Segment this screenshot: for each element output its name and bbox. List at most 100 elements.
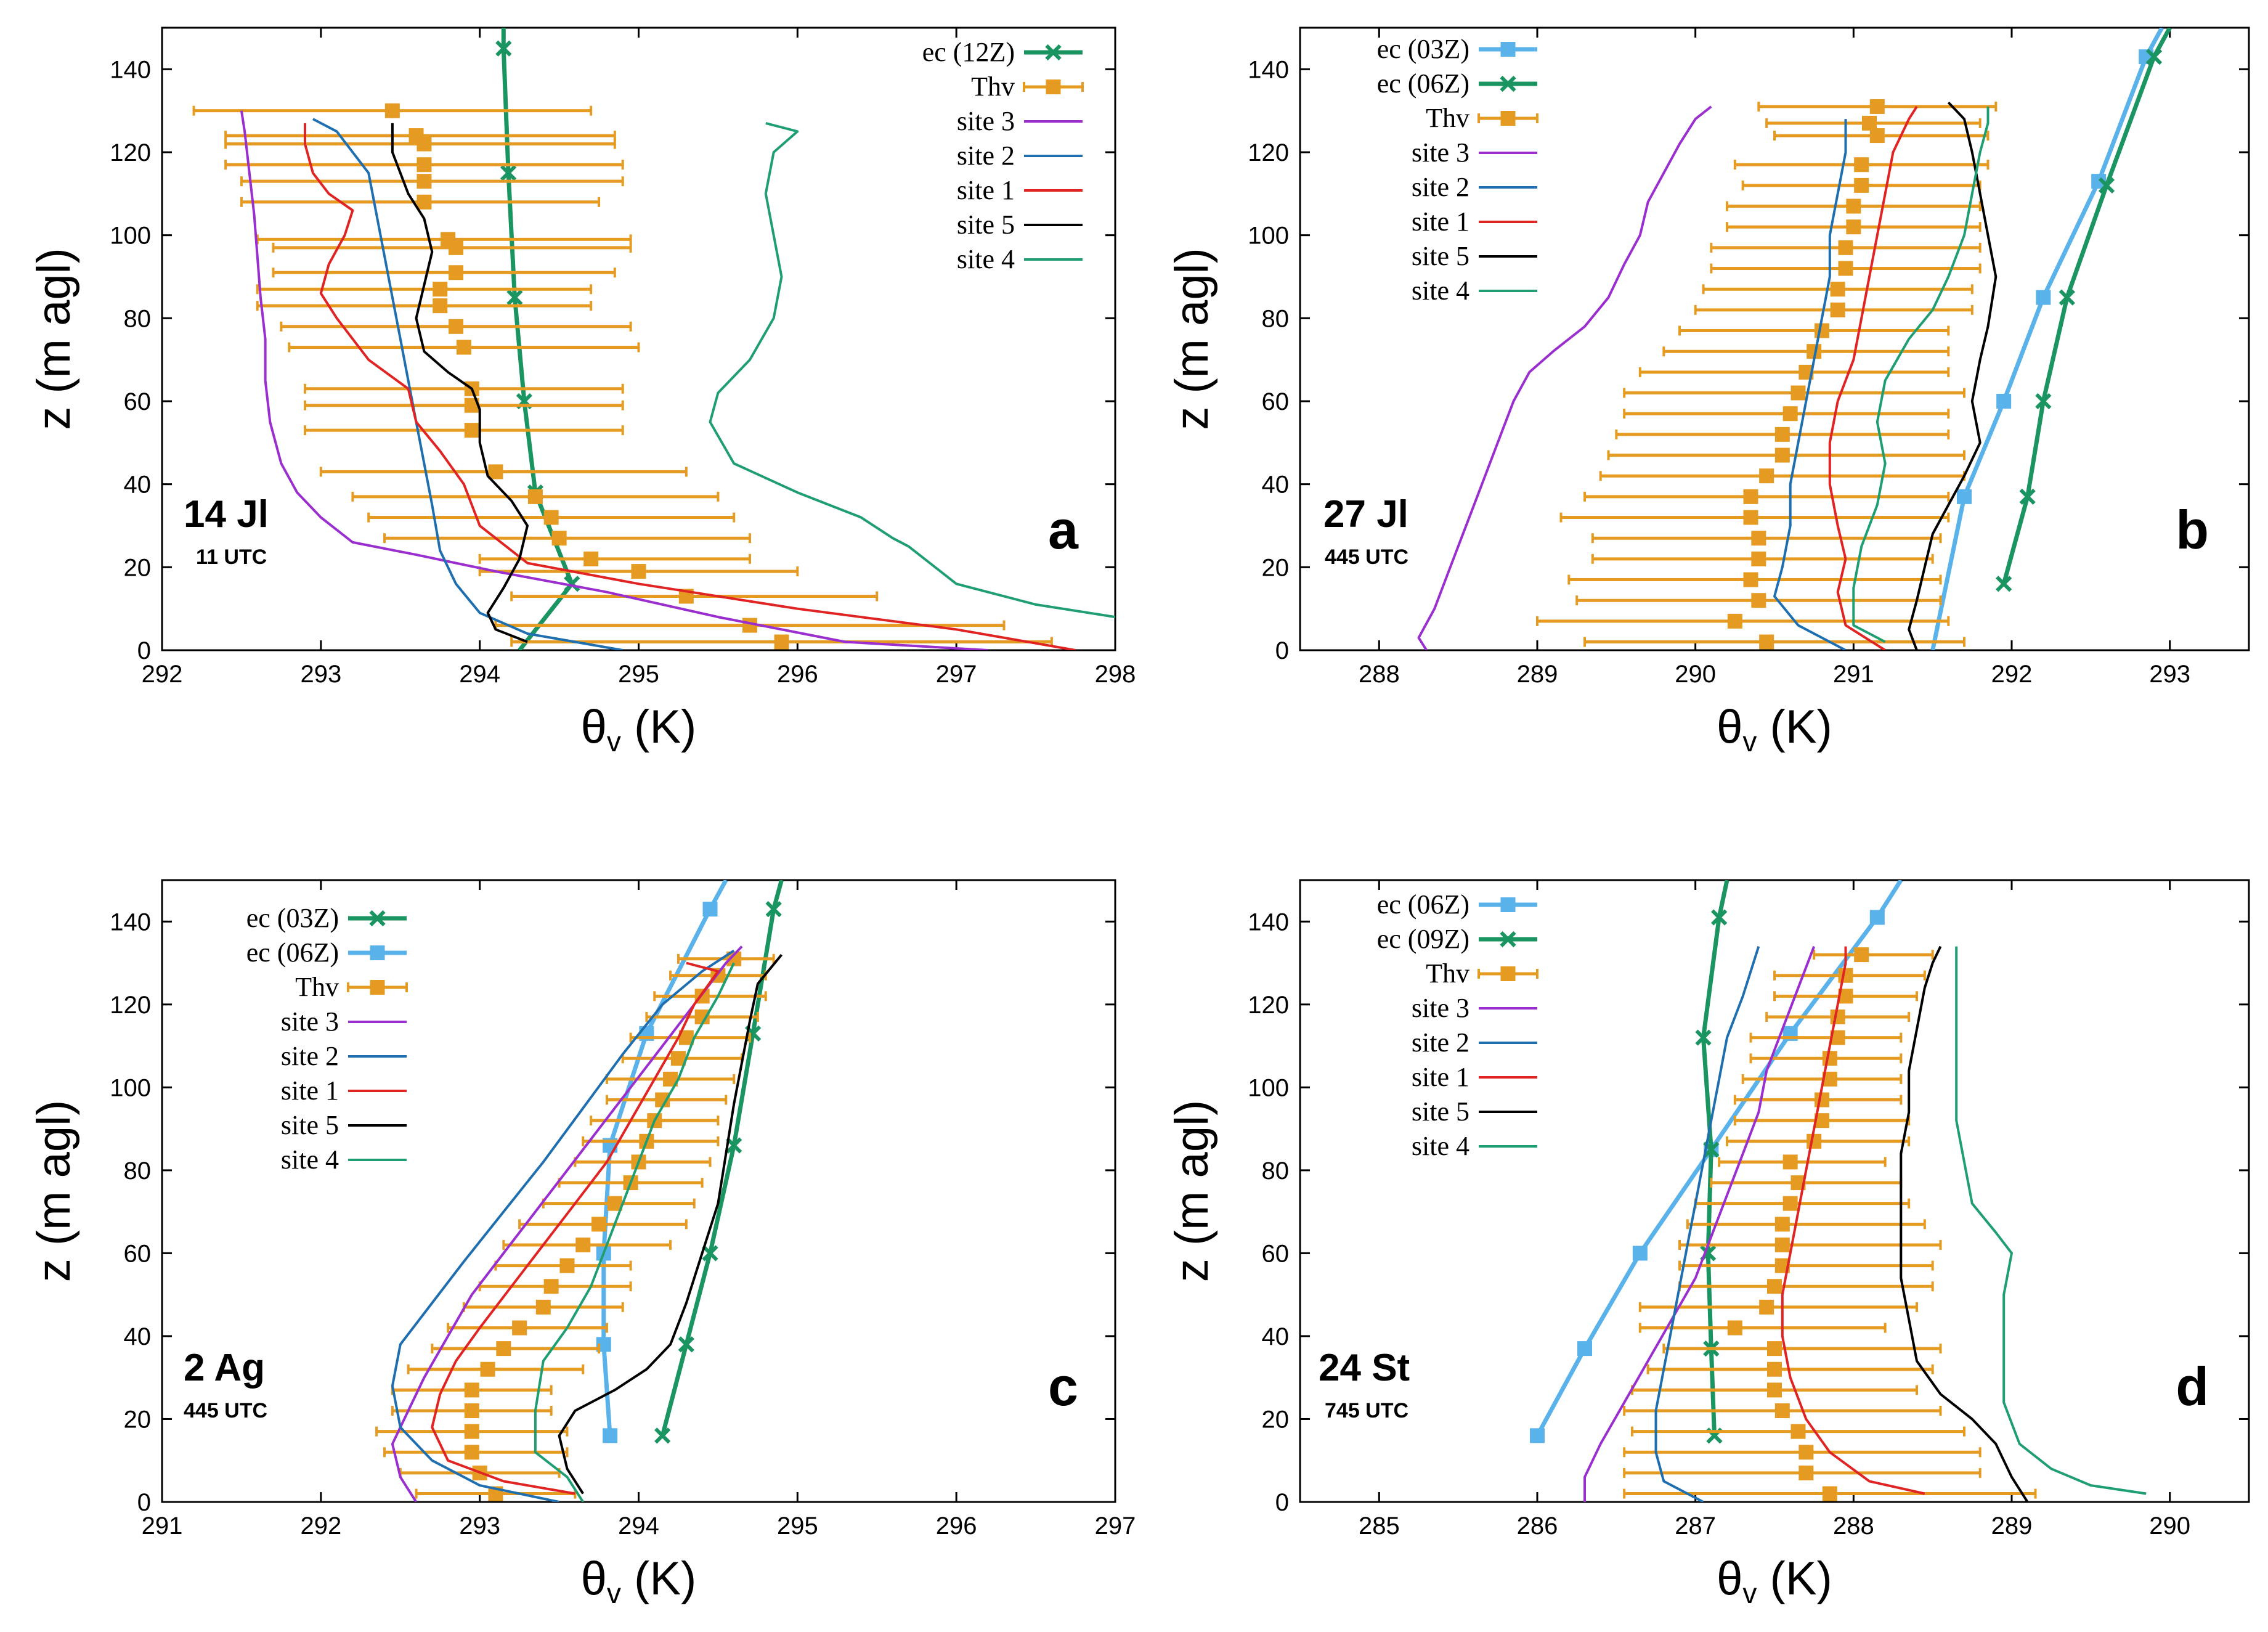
series-ec-03z-marker <box>2036 290 2051 305</box>
x-tick-label: 298 <box>1095 661 1136 688</box>
thv-point <box>1774 426 1790 442</box>
thv-point <box>1869 99 1885 114</box>
thv-point <box>1759 634 1774 650</box>
x-tick-label: 296 <box>936 1512 977 1540</box>
legend-swatch-marker <box>1046 80 1061 94</box>
series-site-5-line <box>1900 945 2029 1502</box>
panel-letter: a <box>1048 499 1079 560</box>
y-tick-label: 0 <box>1275 637 1289 664</box>
series-ec-12z-marker <box>506 289 523 306</box>
thv-point <box>456 340 471 355</box>
series-ec-06z <box>596 880 728 1443</box>
x-axis-label-unit: (K) <box>621 701 696 753</box>
series-site-3-line <box>240 110 988 650</box>
series-ec-09z-marker <box>1695 1029 1712 1046</box>
series-site-1-line <box>431 961 720 1495</box>
thv-point <box>1727 1320 1742 1336</box>
series-site-4-line <box>709 121 1115 619</box>
series-ec-03z-marker <box>702 1245 718 1262</box>
legend-swatch-marker <box>1500 966 1516 981</box>
plot-area <box>1417 28 2172 650</box>
thv-point <box>1782 1154 1798 1170</box>
legend-label: site 5 <box>1412 241 1469 271</box>
x-tick-label: 293 <box>300 661 341 688</box>
y-tick-label: 40 <box>1262 471 1290 499</box>
thv-point <box>464 1445 479 1460</box>
y-tick-label: 20 <box>1262 554 1290 581</box>
legend-label: site 2 <box>1412 1027 1469 1058</box>
x-axis-label-symbol: θ <box>1717 1552 1742 1605</box>
series-ec-03z <box>654 880 784 1444</box>
series-ec-03z-marker <box>1957 489 1972 504</box>
series-site-5 <box>391 123 529 643</box>
panel-time-label: 445 UTC <box>184 1399 267 1422</box>
y-tick-label: 20 <box>1262 1406 1290 1433</box>
legend-label: site 5 <box>281 1110 339 1140</box>
thv-point <box>417 157 432 173</box>
series-ec-06z-marker <box>603 1428 618 1443</box>
x-axis-label-subscript: v <box>1742 1577 1757 1609</box>
thv-point <box>488 464 503 479</box>
thv-point <box>1862 115 1877 131</box>
thv-point <box>1751 531 1766 546</box>
x-tick-label: 297 <box>1095 1512 1136 1540</box>
thv-point <box>1799 1465 1814 1480</box>
legend-swatch-marker <box>1500 931 1516 948</box>
thv-point <box>1854 947 1869 963</box>
series-ec-06z-marker <box>1577 1341 1592 1357</box>
series-site-3 <box>1583 945 1816 1502</box>
thv-point <box>1838 240 1853 255</box>
series-site-2-line <box>391 949 735 1502</box>
legend-label: ec (03Z) <box>1377 34 1469 64</box>
legend-label: site 2 <box>1412 172 1469 202</box>
legend-label: ec (06Z) <box>246 937 339 968</box>
series-ec-06z-line <box>601 880 728 1436</box>
y-axis-label: z (m agl) <box>1166 1100 1218 1283</box>
chart-panel-b: 288 289 290 291 292 293 0 20 40 60 80 100 120 140 θv (… <box>1166 27 2250 757</box>
y-tick-label: 120 <box>110 139 151 166</box>
panel-letter: c <box>1048 1356 1078 1417</box>
y-tick-label: 0 <box>137 637 151 664</box>
legend-label: ec (03Z) <box>246 903 339 933</box>
y-tick-label: 140 <box>110 56 151 83</box>
series-site-1-line <box>1828 105 1918 650</box>
thv-point <box>448 265 463 280</box>
y-tick-label: 60 <box>124 1240 152 1267</box>
y-tick-label: 100 <box>110 1074 151 1101</box>
series-ec-12z-marker <box>495 40 512 57</box>
thv-point <box>1751 551 1766 566</box>
y-tick-label: 0 <box>137 1489 151 1516</box>
thv-point <box>543 1279 559 1294</box>
plot-frame <box>1299 879 2250 1503</box>
legend: ec (12Z) Thv site 3 site 2 site 1 site 5 site … <box>922 37 1084 274</box>
x-tick-label: 289 <box>1517 661 1558 688</box>
series-site-4-line <box>1955 946 2147 1495</box>
panel-letter: d <box>2176 1356 2209 1417</box>
y-tick-label: 100 <box>1248 1074 1289 1101</box>
thv-point <box>591 1217 607 1232</box>
thv-point <box>1846 219 1861 235</box>
series-site-2-line <box>1773 119 1847 650</box>
series-site-5-line <box>1908 101 1998 650</box>
thv-point <box>464 1403 479 1419</box>
thv-point <box>631 564 646 579</box>
legend-swatch-marker <box>1045 44 1062 61</box>
thv-point <box>1830 302 1845 317</box>
series-site-4 <box>1955 946 2147 1495</box>
thv-point <box>1767 1341 1782 1357</box>
x-axis-label-subscript: v <box>1742 725 1757 757</box>
series-ec-06z-marker <box>2059 289 2075 306</box>
thv-point <box>417 174 432 189</box>
series-site-2 <box>1654 945 1760 1502</box>
thv-point <box>480 1361 495 1377</box>
thv-point <box>464 1424 479 1439</box>
legend-label: site 3 <box>1412 137 1469 168</box>
legend-label: site 1 <box>281 1075 339 1106</box>
x-axis-label-subscript: v <box>607 1577 621 1609</box>
thv-point <box>1774 1217 1790 1232</box>
series-site-5 <box>1908 101 1998 650</box>
x-axis-label-subscript: v <box>607 725 621 757</box>
legend-label: site 5 <box>957 210 1015 240</box>
y-tick-label: 20 <box>124 1406 152 1433</box>
thv-point <box>1822 1051 1837 1066</box>
